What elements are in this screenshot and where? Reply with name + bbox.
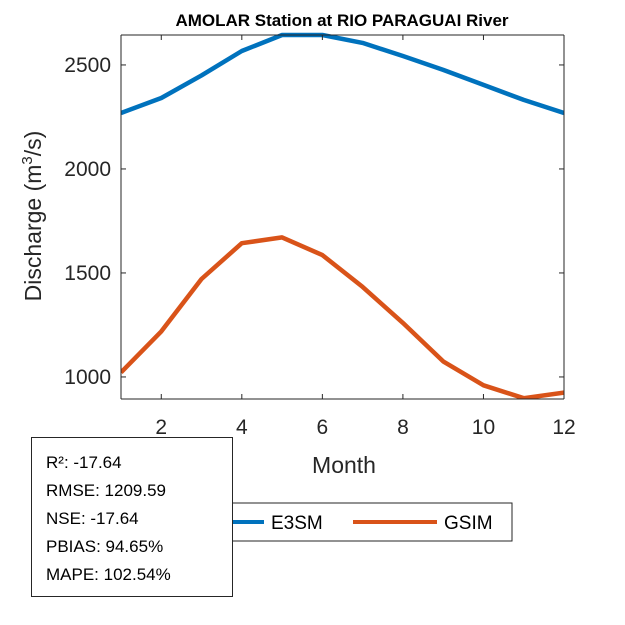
x-tick-label: 8 [397,416,409,439]
x-tick-label: 12 [552,416,575,439]
stats-box: R²: -17.64 RMSE: 1209.59 NSE: -17.64 PBI… [31,437,233,597]
x-tick-label: 4 [236,416,248,439]
stats-nse: NSE: -17.64 [46,509,139,528]
stats-rmse: RMSE: 1209.59 [46,481,167,500]
series-line-gsim [121,235,564,399]
stats-r2: R²: -17.64 [46,453,122,472]
stats-pbias: PBIAS: 94.65% [46,537,164,556]
x-tick-label: 2 [155,416,167,439]
y-axis-label-sup: 3 [19,156,36,164]
series-line-e3sm [121,32,564,116]
axes: 2 4 6 8 10 12 1000 1500 2000 2500 [64,34,576,439]
x-tick-label: 6 [317,416,329,439]
y-tick-label: 1500 [64,262,111,285]
y-tick-label: 2500 [64,54,111,77]
plot-area [121,35,564,399]
legend-label-gsim: GSIM [444,513,493,534]
chart-title: AMOLAR Station at RIO PARAGUAI River [175,11,508,30]
x-tick-label: 10 [472,416,495,439]
y-tick-label: 2000 [64,158,111,181]
y-axis-label: Discharge (m3/s) [19,131,46,302]
y-tick-label: 1000 [64,366,111,389]
y-axis-label-end: /s) [20,131,46,157]
legend: E3SM GSIM [189,502,513,542]
y-axis-label-main: Discharge (m [20,165,46,302]
stats-mape: MAPE: 102.54% [46,565,171,584]
x-axis-label: Month [312,452,376,478]
legend-label-e3sm: E3SM [271,513,323,534]
